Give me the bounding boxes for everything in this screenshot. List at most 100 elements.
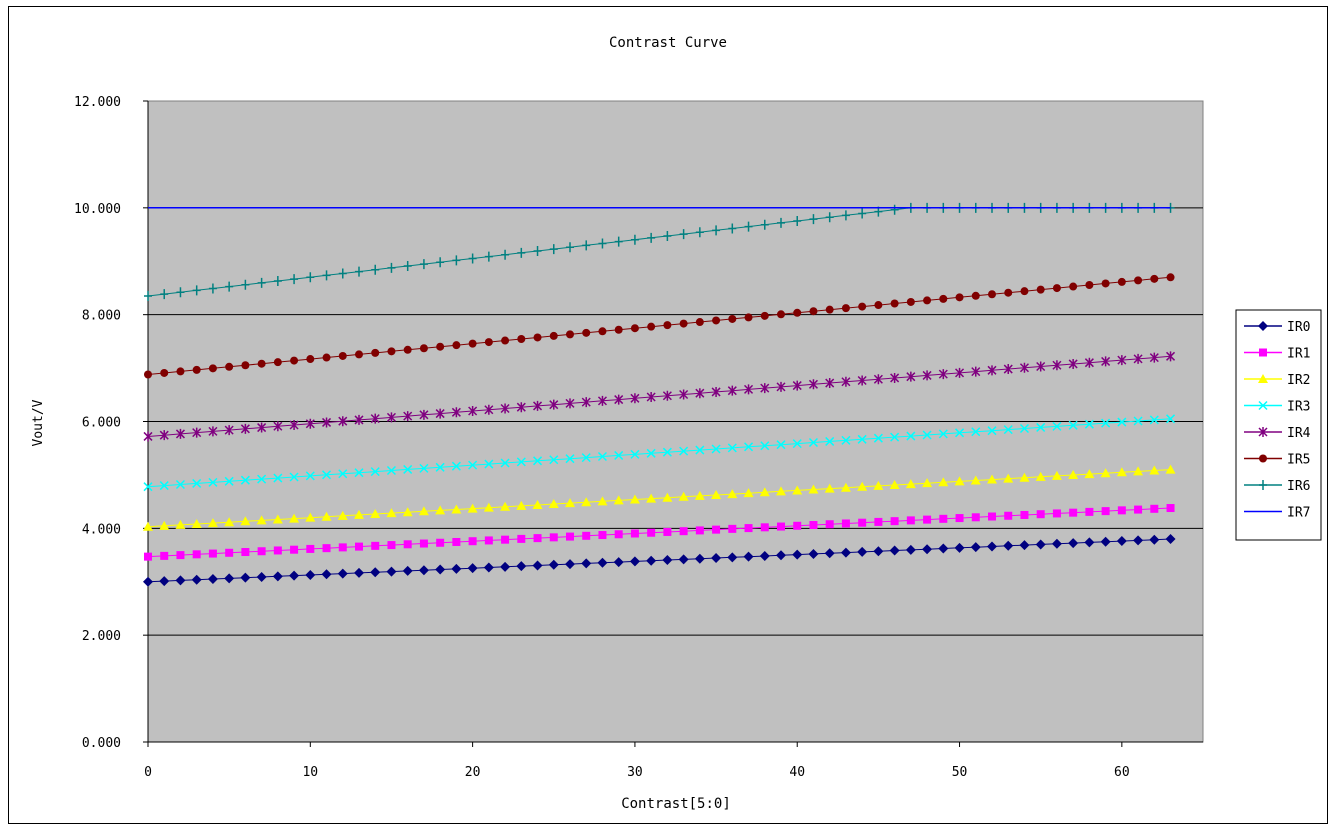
data-point xyxy=(712,525,721,534)
data-point xyxy=(987,474,997,484)
data-point xyxy=(824,548,835,559)
y-tick-label: 8.000 xyxy=(82,309,121,324)
data-point xyxy=(484,459,494,469)
data-point xyxy=(241,361,250,370)
data-point xyxy=(841,519,850,528)
data-point xyxy=(484,536,493,545)
data-point xyxy=(257,277,266,288)
data-point xyxy=(582,328,591,337)
data-point xyxy=(144,552,152,561)
data-point xyxy=(386,465,396,476)
data-point xyxy=(938,543,949,554)
data-point xyxy=(793,215,802,226)
data-point xyxy=(955,293,964,302)
data-point xyxy=(613,495,624,505)
data-point xyxy=(1052,360,1062,371)
data-point xyxy=(793,308,802,317)
data-point xyxy=(630,324,639,333)
series-line xyxy=(147,538,1171,583)
data-point xyxy=(532,499,543,509)
data-point xyxy=(630,234,639,245)
data-point xyxy=(646,392,656,403)
data-point xyxy=(1134,276,1143,285)
data-point xyxy=(175,575,186,586)
data-point xyxy=(922,370,932,381)
data-point xyxy=(419,539,428,548)
data-point xyxy=(175,519,186,529)
data-point xyxy=(955,367,965,378)
legend-item-ir4: IR4 xyxy=(1244,426,1311,441)
data-point xyxy=(370,509,381,519)
data-point xyxy=(1068,538,1079,549)
data-point xyxy=(841,435,851,445)
data-point xyxy=(808,548,819,559)
data-point xyxy=(841,304,850,313)
data-point xyxy=(435,462,445,472)
chart-title: Contrast Curve xyxy=(609,35,727,51)
data-point xyxy=(354,509,364,519)
y-tick-label: 0.000 xyxy=(82,736,121,751)
data-point xyxy=(1150,504,1159,513)
data-point xyxy=(548,499,559,509)
data-point xyxy=(597,451,607,462)
data-point xyxy=(597,557,608,568)
data-point xyxy=(1101,356,1111,367)
data-point xyxy=(776,550,786,561)
data-point xyxy=(386,508,397,518)
data-point xyxy=(777,522,785,531)
data-point xyxy=(1165,534,1176,545)
data-point xyxy=(565,498,575,508)
data-point xyxy=(403,260,412,271)
data-point xyxy=(858,302,867,311)
y-axis-ticks: 0.000 2.000 4.000 6.000 8.000 10.000 12.000 xyxy=(74,95,148,751)
data-point xyxy=(436,538,445,547)
data-point xyxy=(436,342,445,351)
data-point xyxy=(321,569,332,580)
data-point xyxy=(500,561,511,572)
data-point xyxy=(728,524,737,533)
data-point xyxy=(1068,470,1079,480)
data-point xyxy=(598,531,607,540)
data-point xyxy=(955,428,965,438)
data-point xyxy=(808,484,819,494)
data-point xyxy=(988,290,996,299)
data-point xyxy=(581,497,592,507)
data-point xyxy=(955,514,964,523)
data-point xyxy=(207,574,218,585)
data-point xyxy=(1036,285,1045,294)
data-point xyxy=(208,283,217,294)
data-point xyxy=(905,544,916,555)
data-point xyxy=(581,558,592,569)
data-point xyxy=(290,545,299,554)
data-point xyxy=(663,321,672,330)
data-point xyxy=(225,548,234,557)
data-point xyxy=(435,408,445,419)
data-point xyxy=(549,244,558,255)
legend-item-ir2: IR2 xyxy=(1244,373,1310,388)
data-point xyxy=(418,565,429,576)
x-tick-label: 40 xyxy=(789,765,805,780)
data-point xyxy=(403,464,413,474)
data-point xyxy=(240,423,250,434)
data-point xyxy=(354,567,364,578)
x-tick-label: 30 xyxy=(627,765,643,780)
data-point xyxy=(322,270,331,281)
data-point xyxy=(1101,507,1110,516)
data-point xyxy=(419,259,428,270)
x-tick-label: 0 xyxy=(144,765,152,780)
data-point xyxy=(1069,508,1078,517)
data-point xyxy=(1116,536,1127,547)
data-point xyxy=(565,559,575,570)
data-point xyxy=(1258,427,1268,437)
data-point xyxy=(483,562,494,573)
data-point xyxy=(517,247,526,258)
data-point xyxy=(419,463,429,473)
series-layer xyxy=(143,202,1176,587)
data-point xyxy=(922,478,933,488)
data-point xyxy=(192,478,202,488)
series-ir3 xyxy=(143,414,1176,492)
legend-item-ir0: IR0 xyxy=(1244,320,1310,335)
series-line xyxy=(147,507,1171,558)
legend: IR0 IR1 IR2 IR3 IR4 IR5 IR6 IR7 xyxy=(1235,309,1322,541)
data-point xyxy=(1052,284,1061,293)
